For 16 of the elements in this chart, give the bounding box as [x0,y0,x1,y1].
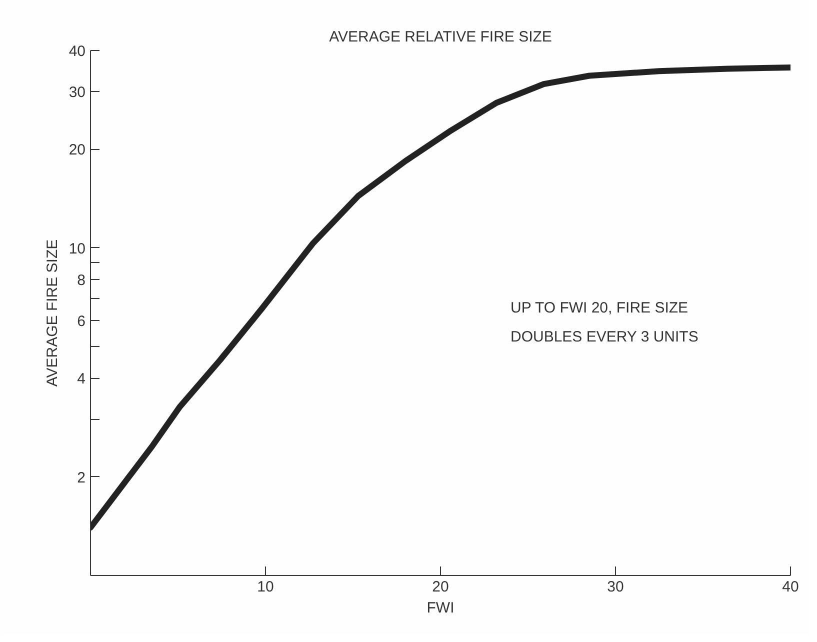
y-tick-label: 2 [77,469,86,486]
x-axis-title: FWI [426,600,454,616]
x-tick-label: 30 [607,578,624,596]
x-tick-label: 20 [432,578,449,596]
x-tick-label: 40 [782,578,799,596]
annotation: UP TO FWI 20, FIRE SIZE DOUBLES EVERY 3 UNITS [510,300,698,346]
x-tick-label: 10 [257,578,274,596]
y-axis-title: AVERAGE FIRE SIZE [44,239,61,387]
chart-title: AVERAGE RELATIVE FIRE SIZE [329,28,552,46]
y-tick-label: 6 [77,312,86,330]
y-tick-label: 8 [77,272,86,290]
y-tick-label: 4 [77,370,86,388]
y-tick-label: 10 [68,240,86,258]
y-tick-label: 20 [68,142,86,159]
y-tick-label: 30 [68,84,86,101]
y-tick-label: 40 [68,43,86,60]
